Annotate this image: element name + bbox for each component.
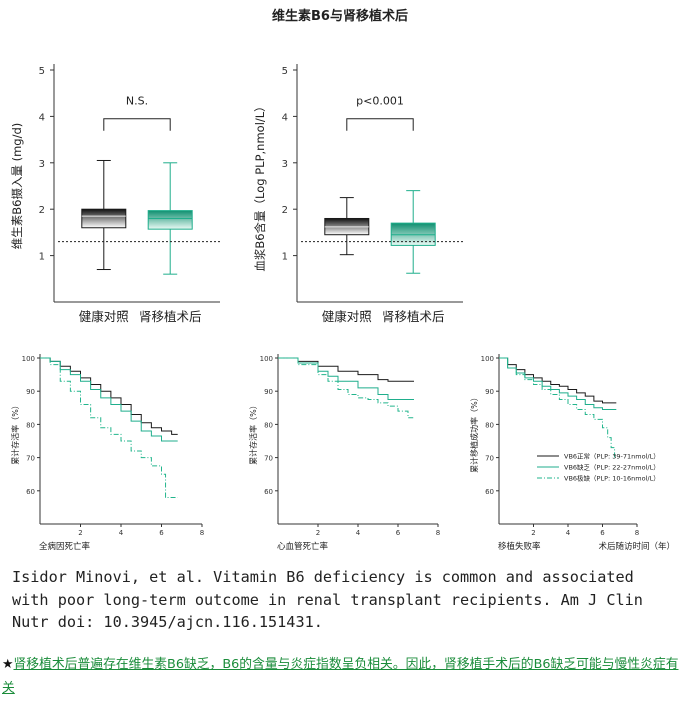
survival-curve-black [40,357,178,435]
y-axis-label: 血浆B6含量（Log PLP,nmol/L） [253,100,267,271]
y-tick-label: 70 [485,455,494,463]
survival-curve-dashgreen [499,357,616,458]
y-axis-label: 累计移植成功率（%） [469,393,479,473]
box-plot-b6-intake: 1 2 3 4 5 维生素B6摄入量 (mg/d) 健康对照 肾移植术后 N.S. [10,64,220,324]
y-tick-label: 60 [485,488,494,496]
y-axis-label: 维生素B6摄入量 (mg/d) [10,123,24,250]
significance-bracket [103,118,171,131]
x-axis-label: 全病因死亡率 [39,541,91,552]
x-category-label: 健康对照 [79,309,129,324]
x-tick-label: 4 [566,529,571,537]
figure-title: 维生素B6与肾移植术后 [272,8,408,24]
y-tick-label: 100 [22,355,35,363]
star-icon: ★ [2,657,14,672]
box-plot-plasma-b6: 1 2 3 4 5 血浆B6含量（Log PLP,nmol/L） 健康对照 肾移植术后 p<0.… [253,64,463,324]
survival-curve-dashgreen [40,357,178,498]
y-tick-label: 60 [26,488,35,496]
y-tick-label: 100 [481,355,494,363]
x-tick-label: 4 [356,529,361,537]
y-tick-label: 100 [260,355,273,363]
y-axis-label: 累计存活率（%） [10,401,20,465]
significance-label: N.S. [126,95,148,108]
x-tick-label: 4 [119,529,124,537]
km-plot-graft-failure: 60 70 80 90 100 2 4 6 8 累计移植成功率（%） 移植失败率 术后随访时间（年） V… [469,354,675,552]
x-tick-label: 6 [600,529,605,537]
y-tick-label: 3 [282,159,288,170]
y-tick-label: 2 [39,205,45,216]
box-iqr [81,208,127,229]
legend-label: VB6正常（PLP: 39-71nmol/L） [564,451,660,460]
y-tick-label: 70 [26,455,35,463]
survival-curve-dashgreen [278,357,414,419]
x-category-label: 肾移植术后 [139,309,202,324]
y-tick-label: 1 [39,252,45,263]
survival-curve-green [40,357,178,442]
x-tick-label: 2 [316,529,320,537]
y-tick-label: 5 [282,66,288,77]
x-category-label: 肾移植术后 [382,309,445,324]
x-axis-label: 移植失败率 [498,541,541,552]
x-tick-label: 6 [396,529,401,537]
x-axis-secondary-label: 术后随访时间（年） [598,541,675,552]
legend-label: VB6缺乏（PLP: 22-27nmol/L） [564,462,660,471]
significance-label: p<0.001 [356,95,404,108]
y-tick-label: 3 [39,159,45,170]
y-tick-label: 90 [264,388,273,396]
citation-text: Isidor Minovi, et al. Vitamin B6 deficie… [12,568,643,631]
y-tick-label: 80 [26,421,35,429]
y-tick-label: 80 [485,421,494,429]
y-tick-label: 2 [282,205,288,216]
x-tick-label: 6 [159,529,164,537]
box-iqr [147,210,193,230]
x-tick-label: 8 [635,529,639,537]
summary-text: 肾移植术后普遍存在维生素B6缺乏，B6的含量与炎症指数呈负相关。因此，肾移植手术… [2,657,679,696]
y-tick-label: 4 [39,112,45,123]
y-axis-label: 累计存活率（%） [248,401,258,465]
y-tick-label: 80 [264,421,273,429]
x-tick-label: 2 [78,529,82,537]
y-tick-label: 90 [485,388,494,396]
x-tick-label: 8 [200,529,204,537]
x-tick-label: 8 [436,529,440,537]
y-tick-label: 70 [264,455,273,463]
y-tick-label: 90 [26,388,35,396]
y-tick-label: 1 [282,252,288,263]
km-plot-all-cause-mortality: 60 70 80 90 100 2 4 6 8 累计存活率（%） 全病因死亡率 [10,354,204,552]
x-tick-label: 2 [531,529,535,537]
y-tick-label: 60 [264,488,273,496]
y-tick-label: 5 [39,66,45,77]
km-plot-cardiovascular-mortality: 60 70 80 90 100 2 4 6 8 累计存活率（%） 心血管死亡率 [248,354,440,552]
y-tick-label: 4 [282,112,288,123]
legend-label: VB6极缺（PLP: 10-16nmol/L） [564,473,660,482]
survival-curve-green [499,357,617,410]
survival-curve-black [499,357,617,404]
x-category-label: 健康对照 [322,309,372,324]
significance-bracket [346,118,414,131]
survival-curve-black [278,357,414,382]
x-axis-label: 心血管死亡率 [277,541,329,552]
summary-link[interactable]: ★肾移植术后普遍存在维生素B6缺乏，B6的含量与炎症指数呈负相关。因此，肾移植手… [2,653,680,701]
